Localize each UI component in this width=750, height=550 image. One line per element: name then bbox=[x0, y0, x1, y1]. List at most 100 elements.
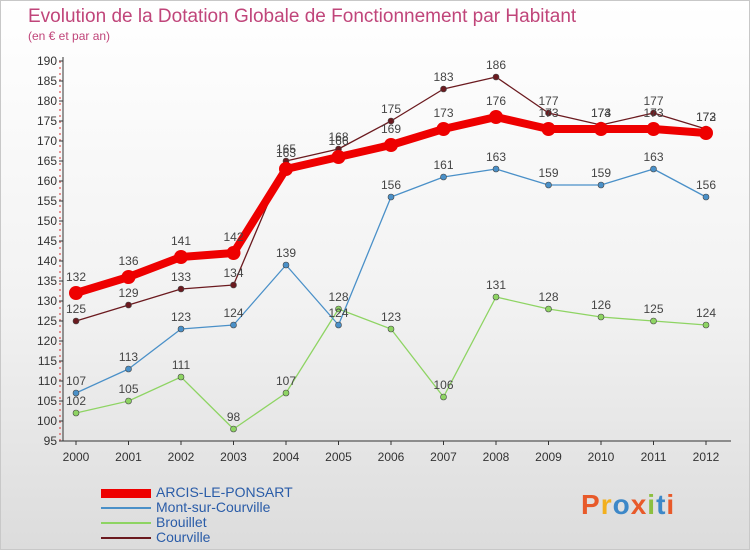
data-point-2 bbox=[230, 321, 237, 329]
y-tick-label: 165 bbox=[37, 154, 57, 168]
x-tick-label: 2007 bbox=[430, 450, 457, 464]
data-label-3: 169 bbox=[381, 122, 401, 136]
x-tick-label: 2011 bbox=[641, 450, 667, 464]
data-point-1 bbox=[125, 397, 132, 405]
logo-letter: r bbox=[600, 489, 613, 520]
data-point-3 bbox=[489, 110, 503, 124]
data-label-0: 177 bbox=[538, 94, 558, 108]
data-label-1: 126 bbox=[591, 298, 611, 312]
data-label-2: 163 bbox=[486, 150, 506, 164]
legend-swatch-courville bbox=[101, 537, 151, 539]
data-point-0 bbox=[440, 85, 447, 93]
data-label-3: 173 bbox=[591, 106, 611, 120]
data-label-1: 125 bbox=[643, 302, 663, 316]
x-tick-label: 2003 bbox=[220, 450, 247, 464]
data-point-1 bbox=[440, 393, 447, 401]
data-point-2 bbox=[545, 181, 552, 189]
data-point-2 bbox=[335, 321, 342, 329]
y-tick-label: 135 bbox=[37, 274, 57, 288]
data-point-1 bbox=[72, 409, 80, 417]
data-point-0 bbox=[230, 281, 237, 289]
y-tick-label: 110 bbox=[38, 374, 57, 388]
data-point-3 bbox=[541, 122, 556, 136]
data-point-3 bbox=[174, 250, 188, 264]
data-label-2: 156 bbox=[696, 178, 716, 192]
x-tick-label: 2010 bbox=[588, 450, 615, 464]
legend-label-arcis: ARCIS-LE-PONSART bbox=[156, 484, 293, 500]
data-point-0 bbox=[387, 117, 395, 125]
data-label-3: 132 bbox=[66, 270, 86, 284]
data-point-0 bbox=[125, 301, 132, 309]
chart-subtitle: (en € et par an) bbox=[28, 29, 111, 43]
data-point-2 bbox=[702, 193, 710, 201]
x-tick-label: 2012 bbox=[693, 450, 720, 464]
logo-letter: i bbox=[666, 489, 676, 520]
data-point-0 bbox=[492, 73, 500, 81]
legend-label-mont-sur-courville: Mont-sur-Courville bbox=[156, 499, 271, 515]
x-tick-label: 2008 bbox=[483, 450, 510, 464]
x-tick-label: 2002 bbox=[168, 450, 195, 464]
legend-label-courville: Courville bbox=[156, 529, 211, 545]
y-tick-label: 95 bbox=[44, 434, 58, 448]
data-point-1 bbox=[230, 425, 237, 433]
logo-letter: P bbox=[581, 489, 601, 520]
data-label-0: 183 bbox=[433, 70, 453, 84]
data-label-0: 133 bbox=[171, 270, 191, 284]
data-label-0: 173 bbox=[696, 110, 716, 124]
data-point-3 bbox=[331, 150, 346, 164]
data-point-1 bbox=[282, 389, 290, 397]
data-label-3: 166 bbox=[328, 134, 348, 148]
data-label-2: 107 bbox=[66, 374, 86, 388]
data-point-3 bbox=[121, 270, 136, 284]
data-label-2: 159 bbox=[538, 166, 558, 180]
data-point-0 bbox=[177, 285, 185, 293]
data-label-2: 161 bbox=[433, 158, 453, 172]
data-point-3 bbox=[384, 138, 398, 152]
data-point-2 bbox=[440, 173, 447, 181]
data-label-3: 173 bbox=[538, 106, 558, 120]
data-point-1 bbox=[177, 373, 185, 381]
x-tick-label: 2005 bbox=[325, 450, 352, 464]
logo-letter: o bbox=[612, 489, 631, 520]
data-label-1: 128 bbox=[538, 290, 558, 304]
data-label-0: 168 bbox=[328, 130, 348, 144]
data-label-3: 176 bbox=[486, 94, 506, 108]
data-point-2 bbox=[125, 365, 132, 373]
data-label-1: 131 bbox=[486, 278, 506, 292]
x-tick-label: 2000 bbox=[63, 450, 90, 464]
data-label-3: 173 bbox=[643, 106, 663, 120]
data-label-0: 129 bbox=[118, 286, 138, 300]
data-label-1: 102 bbox=[66, 394, 86, 408]
data-label-1: 111 bbox=[172, 358, 191, 372]
data-label-2: 124 bbox=[328, 306, 348, 320]
data-point-2 bbox=[650, 165, 657, 173]
data-label-1: 98 bbox=[227, 410, 241, 424]
data-label-1: 128 bbox=[328, 290, 348, 304]
data-label-2: 123 bbox=[171, 310, 191, 324]
data-point-2 bbox=[597, 181, 605, 189]
data-label-1: 107 bbox=[276, 374, 296, 388]
data-label-2: 139 bbox=[276, 246, 296, 260]
y-tick-label: 125 bbox=[37, 314, 57, 328]
data-label-0: 125 bbox=[66, 302, 86, 316]
data-point-1 bbox=[702, 321, 710, 329]
data-label-0: 174 bbox=[591, 106, 611, 120]
data-point-0 bbox=[650, 109, 657, 117]
y-tick-label: 180 bbox=[37, 94, 57, 108]
data-point-3 bbox=[646, 122, 661, 136]
y-tick-label: 185 bbox=[37, 74, 57, 88]
y-tick-label: 115 bbox=[38, 354, 57, 368]
x-tick-label: 2004 bbox=[273, 450, 300, 464]
data-point-3 bbox=[699, 126, 713, 140]
y-tick-label: 160 bbox=[37, 174, 57, 188]
data-point-3 bbox=[279, 162, 293, 176]
legend-label-brouillet: Brouillet bbox=[156, 514, 207, 530]
y-tick-label: 140 bbox=[37, 254, 57, 268]
data-label-2: 156 bbox=[381, 178, 401, 192]
data-label-1: 123 bbox=[381, 310, 401, 324]
data-point-2 bbox=[492, 165, 500, 173]
y-tick-label: 190 bbox=[37, 54, 57, 68]
x-tick-label: 2009 bbox=[535, 450, 562, 464]
